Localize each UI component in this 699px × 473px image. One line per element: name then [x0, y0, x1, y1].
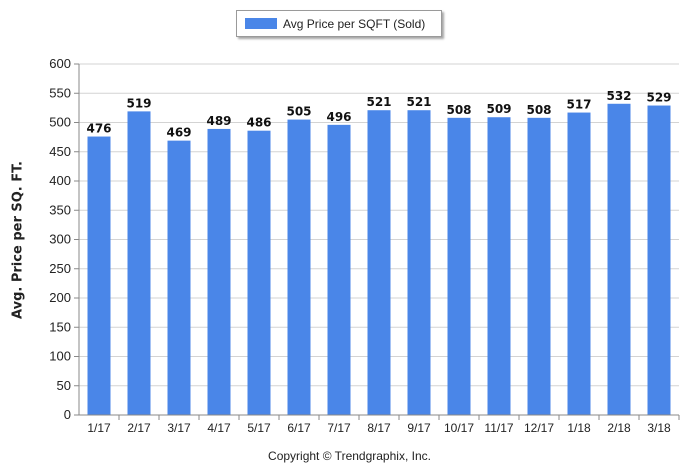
data-label: 519: [126, 96, 151, 110]
x-tick-label: 3/18: [647, 421, 671, 435]
data-label: 508: [446, 103, 471, 117]
data-label: 521: [406, 95, 431, 109]
data-label: 521: [366, 95, 391, 109]
x-tick-label: 11/17: [484, 421, 513, 435]
bar: [527, 117, 551, 415]
axes: [74, 63, 680, 420]
y-tick-label: 550: [49, 85, 71, 100]
y-tick-label: 100: [49, 349, 71, 364]
data-label: 469: [166, 126, 191, 140]
copyright-text: Copyright © Trendgraphix, Inc.: [268, 449, 431, 463]
y-tick-label: 200: [49, 290, 71, 305]
legend: Avg Price per SQFT (Sold): [236, 10, 442, 37]
y-tick-label: 150: [49, 319, 71, 334]
bar: [287, 119, 311, 415]
x-tick-label: 5/17: [247, 421, 271, 435]
data-label: 476: [86, 122, 111, 136]
bar: [327, 124, 351, 415]
x-tick-label: 8/17: [367, 421, 391, 435]
y-tick-label: 0: [64, 407, 71, 422]
bar: [567, 112, 591, 416]
bar: [167, 140, 191, 415]
data-label: 529: [646, 91, 671, 105]
y-tick-label: 600: [49, 56, 71, 71]
x-tick-label: 9/17: [407, 421, 431, 435]
data-label: 496: [326, 110, 351, 124]
bar: [87, 136, 111, 416]
bar: [487, 117, 511, 416]
bar: [247, 130, 271, 415]
x-tick-label: 6/17: [287, 421, 311, 435]
x-tick-label: 10/17: [444, 421, 474, 435]
data-label: 489: [206, 114, 231, 128]
bar: [127, 111, 151, 415]
y-axis-title: Avg. Price per SQ. FT.: [10, 161, 26, 319]
y-tick-label: 350: [49, 202, 71, 217]
y-tick-label: 450: [49, 144, 71, 159]
legend-label: Avg Price per SQFT (Sold): [283, 16, 426, 31]
bar: [607, 103, 631, 415]
y-tick-label: 400: [49, 173, 71, 188]
legend-swatch: [245, 18, 277, 29]
x-tick-label: 1/18: [567, 421, 591, 435]
x-tick-label: 2/18: [607, 421, 631, 435]
bars: [87, 103, 671, 416]
x-tick-label: 7/17: [327, 421, 351, 435]
x-tick-label: 1/17: [87, 421, 111, 435]
data-label: 505: [286, 105, 311, 119]
data-label: 486: [246, 116, 271, 130]
bar: [367, 110, 391, 415]
bar: [207, 128, 231, 415]
bar: [447, 117, 471, 415]
x-tick-label: 3/17: [167, 421, 191, 435]
labels: 0 50 100 150 200 250 300 350 400 450 500 550 600 1/17…: [49, 56, 671, 435]
y-tick-label: 250: [49, 261, 71, 276]
data-label: 517: [566, 98, 591, 112]
bar: [407, 110, 431, 415]
x-tick-label: 4/17: [207, 421, 231, 435]
data-label: 532: [606, 89, 631, 103]
y-tick-label: 300: [49, 232, 71, 247]
y-tick-label: 500: [49, 115, 71, 130]
x-tick-label: 2/17: [127, 421, 151, 435]
data-label: 508: [526, 103, 551, 117]
data-label: 509: [486, 102, 511, 116]
y-tick-label: 50: [57, 378, 71, 393]
x-tick-label: 12/17: [524, 421, 554, 435]
bar: [647, 105, 671, 415]
